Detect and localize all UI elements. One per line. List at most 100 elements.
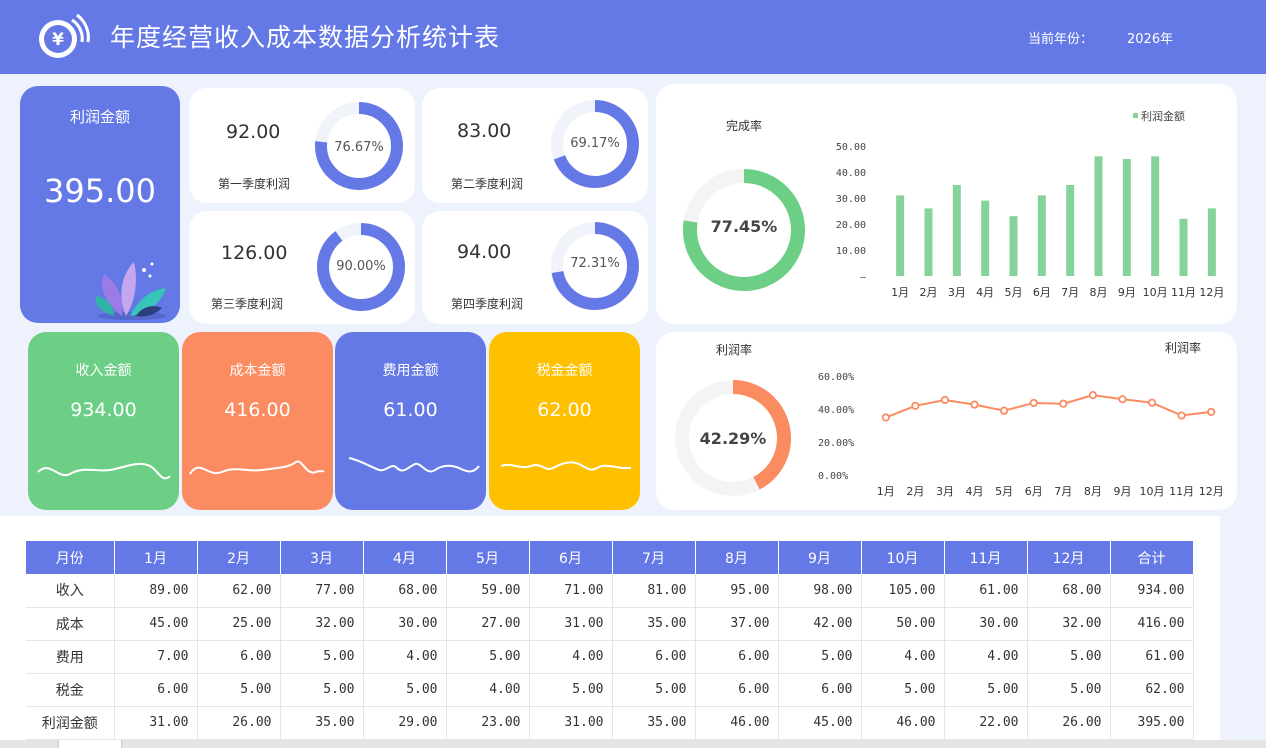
quarter-ring-pct: 76.67% bbox=[334, 140, 384, 155]
table-cell[interactable]: 4.00 bbox=[861, 640, 945, 674]
table-header-cell: 1月 bbox=[114, 541, 198, 574]
x-tick-label: 2月 bbox=[906, 485, 924, 498]
table-cell[interactable]: 4.00 bbox=[529, 640, 613, 674]
table-cell[interactable]: 105.00 bbox=[861, 574, 945, 608]
table-cell[interactable]: 395.00 bbox=[1110, 706, 1194, 740]
quarter-card-3: 126.00 第三季度利润 90.00% bbox=[189, 211, 415, 324]
table-row-header[interactable]: 收入 bbox=[26, 574, 115, 608]
table-cell[interactable]: 61.00 bbox=[1110, 640, 1194, 674]
data-point bbox=[1147, 398, 1157, 407]
cost-card: 成本金额 416.00 bbox=[182, 332, 333, 510]
sheet-tab-active[interactable] bbox=[58, 740, 122, 748]
table-cell[interactable]: 46.00 bbox=[695, 706, 779, 740]
table-cell[interactable]: 7.00 bbox=[114, 640, 198, 674]
table-header-cell: 7月 bbox=[612, 541, 696, 574]
table-cell[interactable]: 6.00 bbox=[695, 640, 779, 674]
table-cell[interactable]: 5.00 bbox=[1027, 673, 1111, 707]
table-cell[interactable]: 62.00 bbox=[1110, 673, 1194, 707]
table-cell[interactable]: 77.00 bbox=[280, 574, 364, 608]
x-tick-label: 12月 bbox=[1199, 485, 1224, 498]
table-cell[interactable]: 5.00 bbox=[280, 673, 364, 707]
table-row-header[interactable]: 税金 bbox=[26, 673, 115, 707]
table-cell[interactable]: 5.00 bbox=[612, 673, 696, 707]
table-cell[interactable]: 29.00 bbox=[363, 706, 447, 740]
table-cell[interactable]: 5.00 bbox=[529, 673, 613, 707]
table-cell[interactable]: 6.00 bbox=[612, 640, 696, 674]
table-cell[interactable]: 68.00 bbox=[1027, 574, 1111, 608]
table-cell[interactable]: 27.00 bbox=[446, 607, 530, 641]
table-cell[interactable]: 4.00 bbox=[446, 673, 530, 707]
table-cell[interactable]: 6.00 bbox=[778, 673, 862, 707]
quarter-label: 第一季度利润 bbox=[218, 177, 291, 191]
table-cell[interactable]: 5.00 bbox=[1027, 640, 1111, 674]
table-row: 成本 45.00 25.00 32.00 30.00 27.00 31.00 35.00 37.… bbox=[26, 607, 1194, 641]
table-cell[interactable]: 26.00 bbox=[197, 706, 281, 740]
table-cell[interactable]: 6.00 bbox=[695, 673, 779, 707]
table-cell[interactable]: 95.00 bbox=[695, 574, 779, 608]
bar bbox=[1066, 185, 1075, 276]
table-cell[interactable]: 22.00 bbox=[944, 706, 1028, 740]
table-cell[interactable]: 4.00 bbox=[363, 640, 447, 674]
table-cell[interactable]: 68.00 bbox=[363, 574, 447, 608]
table-cell[interactable]: 934.00 bbox=[1110, 574, 1194, 608]
table-cell[interactable]: 5.00 bbox=[363, 673, 447, 707]
table-cell[interactable]: 98.00 bbox=[778, 574, 862, 608]
table-cell[interactable]: 25.00 bbox=[197, 607, 281, 641]
table-row-header[interactable]: 费用 bbox=[26, 640, 115, 674]
x-tick-label: 4月 bbox=[966, 485, 984, 498]
bar bbox=[1151, 156, 1160, 276]
table-row-header[interactable]: 成本 bbox=[26, 607, 115, 641]
table-cell[interactable]: 31.00 bbox=[529, 706, 613, 740]
table-cell[interactable]: 6.00 bbox=[197, 640, 281, 674]
table-header-cell: 合计 bbox=[1110, 541, 1194, 574]
table-cell[interactable]: 35.00 bbox=[280, 706, 364, 740]
table-cell[interactable]: 32.00 bbox=[1027, 607, 1111, 641]
table-cell[interactable]: 59.00 bbox=[446, 574, 530, 608]
table-cell[interactable]: 61.00 bbox=[944, 574, 1028, 608]
table-cell[interactable]: 5.00 bbox=[280, 640, 364, 674]
completion-pct: 77.45% bbox=[710, 217, 778, 236]
table-cell[interactable]: 26.00 bbox=[1027, 706, 1111, 740]
table-cell[interactable]: 81.00 bbox=[612, 574, 696, 608]
completion-chart-card: 完成率 77.45% 利润金额 50.00 40.00 30.00 20.00 10.00… bbox=[656, 84, 1237, 324]
table-cell[interactable]: 416.00 bbox=[1110, 607, 1194, 641]
table-cell[interactable]: 4.00 bbox=[944, 640, 1028, 674]
table-cell[interactable]: 35.00 bbox=[612, 607, 696, 641]
table-cell[interactable]: 23.00 bbox=[446, 706, 530, 740]
sheet-tab-bar bbox=[0, 740, 1266, 748]
table-row: 费用 7.00 6.00 5.00 4.00 5.00 4.00 6.00 6.00 5.00 4.… bbox=[26, 640, 1194, 674]
table-cell[interactable]: 31.00 bbox=[114, 706, 198, 740]
table-cell[interactable]: 45.00 bbox=[778, 706, 862, 740]
table-cell[interactable]: 5.00 bbox=[944, 673, 1028, 707]
table-cell[interactable]: 42.00 bbox=[778, 607, 862, 641]
table-header-cell: 10月 bbox=[861, 541, 945, 574]
table-cell[interactable]: 30.00 bbox=[363, 607, 447, 641]
quarter-value: 83.00 bbox=[457, 120, 512, 142]
table-cell[interactable]: 37.00 bbox=[695, 607, 779, 641]
profit-rate-ring-arc bbox=[675, 380, 791, 496]
table-row-header[interactable]: 利润金额 bbox=[26, 706, 115, 740]
table-cell[interactable]: 62.00 bbox=[197, 574, 281, 608]
data-point bbox=[1118, 395, 1127, 404]
header-bar: ¥ 年度经营收入成本数据分析统计表 当前年份： 2026年 bbox=[0, 0, 1266, 74]
table-cell[interactable]: 71.00 bbox=[529, 574, 613, 608]
table-cell[interactable]: 31.00 bbox=[529, 607, 613, 641]
cost-label: 成本金额 bbox=[229, 363, 286, 379]
table-cell[interactable]: 5.00 bbox=[778, 640, 862, 674]
x-tick-label: 3月 bbox=[936, 485, 954, 498]
table-cell[interactable]: 89.00 bbox=[114, 574, 198, 608]
table-cell[interactable]: 45.00 bbox=[114, 607, 198, 641]
bar bbox=[952, 185, 961, 276]
table-cell[interactable]: 30.00 bbox=[944, 607, 1028, 641]
x-tick-label: 7月 bbox=[1061, 286, 1079, 299]
table-cell[interactable]: 46.00 bbox=[861, 706, 945, 740]
table-header-cell: 月份 bbox=[26, 541, 115, 574]
table-cell[interactable]: 35.00 bbox=[612, 706, 696, 740]
x-tick-label: 3月 bbox=[948, 286, 966, 299]
table-cell[interactable]: 5.00 bbox=[446, 640, 530, 674]
table-cell[interactable]: 32.00 bbox=[280, 607, 364, 641]
table-cell[interactable]: 5.00 bbox=[197, 673, 281, 707]
table-cell[interactable]: 5.00 bbox=[861, 673, 945, 707]
table-cell[interactable]: 50.00 bbox=[861, 607, 945, 641]
table-cell[interactable]: 6.00 bbox=[114, 673, 198, 707]
